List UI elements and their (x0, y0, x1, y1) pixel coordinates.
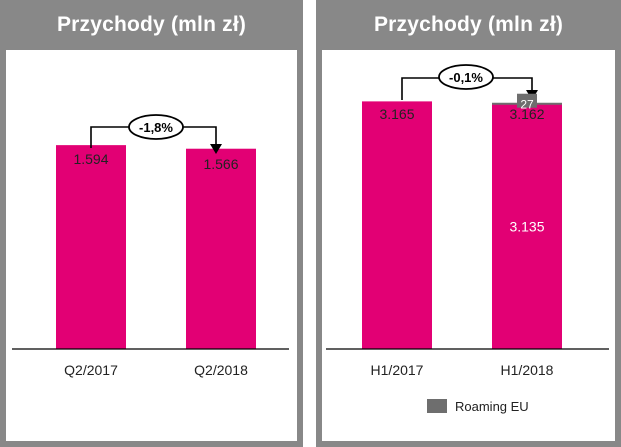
chart-area-h1: 3.165 3.162 -0,1% H1/2017 H1/2018 Roamin… (322, 50, 615, 441)
chart-title-q2: Przychody (mln zł) (56, 13, 247, 36)
category-label-h1-2018: H1/2018 (501, 362, 554, 378)
category-label-q2-2018: Q2/2018 (194, 362, 248, 378)
change-badge-h1 (438, 64, 494, 90)
value-label-q2-2018: 1.566 (203, 156, 238, 172)
chart-svg-h1: 3.165 3.162 -0,1% H1/2017 H1/2018 Roamin… (326, 64, 609, 414)
base-value-label: 3.135 (509, 218, 544, 234)
chart-title-h1: Przychody (mln zł) (373, 13, 564, 36)
value-label-q2-2017: 1.594 (73, 151, 108, 167)
change-badge-q2 (128, 114, 184, 140)
total-label-h1-2018: 3.162 (509, 106, 544, 122)
chart-area-q2: 1.594 1.566 -1,8% Q2/2017 Q2/2018 (6, 50, 297, 441)
bar-h1-2017 (362, 101, 432, 349)
change-arrowhead-q2 (210, 144, 222, 154)
chart-panel-h1: Przychody (mln zł) 3.165 3.162 -0,1% H1/… (316, 0, 621, 447)
roaming-value-label: 27 (520, 98, 534, 112)
chart-panel-q2: Przychody (mln zł) 1.594 1.566 -1,8% Q2/… (0, 0, 303, 447)
bar-h1-2018 (492, 103, 562, 349)
category-label-q2-2017: Q2/2017 (64, 362, 118, 378)
total-label-h1-2017: 3.165 (379, 106, 414, 122)
change-label-q2: -1,8% (139, 120, 173, 135)
legend-label-roaming: Roaming EU (455, 399, 529, 414)
chart-svg-q2: 1.594 1.566 -1,8% Q2/2017 Q2/2018 (12, 114, 289, 378)
bar-q2-2017 (56, 145, 126, 349)
category-label-h1-2017: H1/2017 (371, 362, 424, 378)
legend-swatch-roaming (427, 399, 447, 413)
change-label-h1: -0,1% (449, 70, 483, 85)
bar-q2-2018 (186, 148, 256, 349)
